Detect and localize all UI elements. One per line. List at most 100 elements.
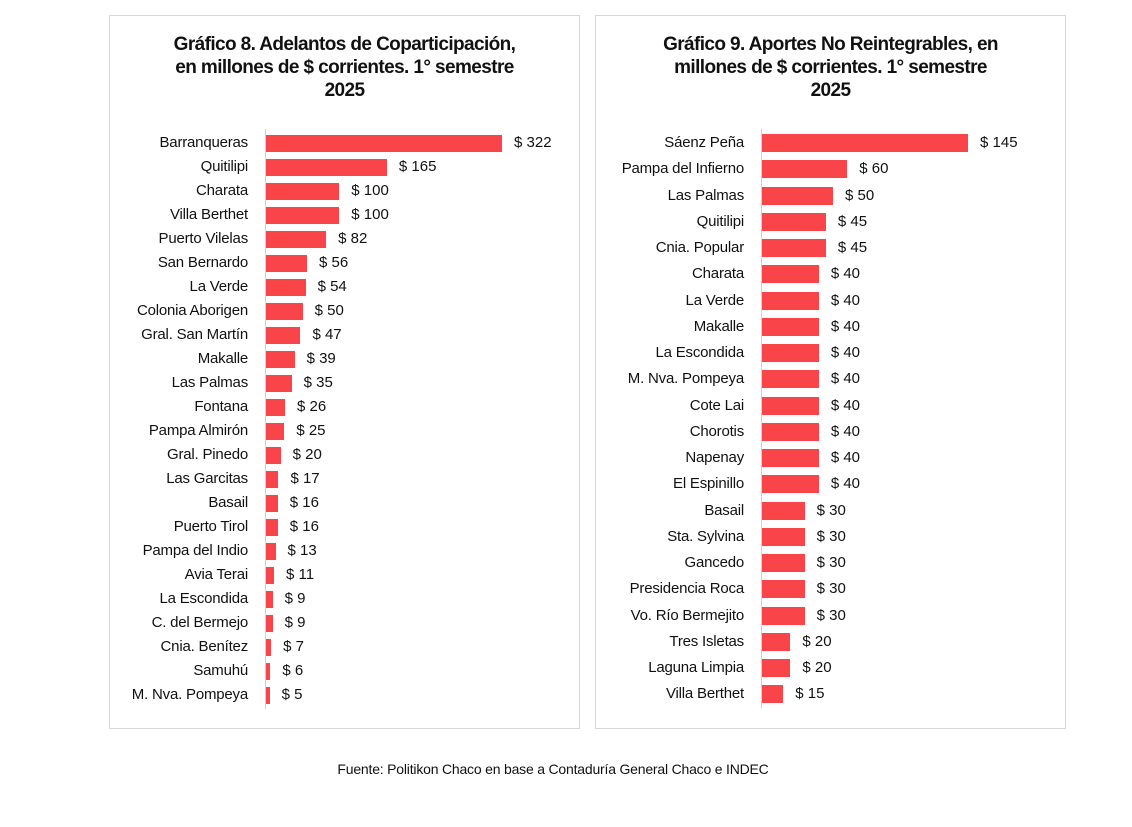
data-label: $ 100 — [351, 206, 389, 223]
bar — [762, 685, 784, 704]
category-label: Villa Berthet — [665, 685, 744, 703]
category-label: San Bernardo — [157, 254, 248, 271]
bar — [266, 566, 275, 584]
bar — [762, 501, 805, 520]
category-label: Puerto Vilelas — [158, 230, 249, 247]
bar — [266, 350, 295, 368]
category-label: Barranqueras — [159, 134, 249, 151]
data-label: $ 20 — [802, 632, 832, 650]
data-label: $ 50 — [314, 302, 344, 319]
data-label: $ 9 — [284, 614, 306, 631]
bar — [762, 186, 834, 205]
chart-panel-aportes: Gráfico 9. Aportes No Reintegrables, en … — [595, 15, 1066, 729]
data-label: $ 40 — [830, 291, 861, 309]
data-label: $ 40 — [830, 475, 861, 493]
data-label: $ 100 — [351, 182, 389, 199]
data-label: $ 40 — [830, 265, 861, 283]
bar — [266, 326, 301, 344]
title-line: en millones de $ corrientes. 1° semestre — [175, 57, 514, 78]
bar — [762, 344, 819, 362]
chart-title: Gráfico 9. Aportes No Reintegrables, en … — [596, 33, 1065, 102]
bar — [266, 614, 273, 632]
category-label: Charata — [196, 182, 248, 199]
title-line: 2025 — [324, 80, 365, 101]
category-label: Cnia. Popular — [655, 239, 744, 256]
bar — [266, 542, 276, 560]
data-label: $ 40 — [830, 422, 861, 440]
bar — [762, 659, 791, 677]
category-label: Tres Isletas — [669, 632, 744, 650]
bar — [762, 370, 819, 389]
bar — [266, 398, 286, 416]
bar — [266, 134, 502, 152]
bar — [762, 527, 805, 546]
category-axis — [265, 129, 266, 709]
data-label: $ 20 — [802, 659, 832, 676]
data-label: $ 54 — [317, 278, 347, 295]
data-label: $ 9 — [284, 590, 306, 607]
data-label: $ 13 — [287, 542, 317, 559]
title-line: 2025 — [810, 80, 851, 101]
bar — [266, 662, 271, 680]
category-label: Makalle — [197, 350, 248, 367]
bar — [266, 230, 327, 248]
category-label: La Escondida — [159, 590, 248, 607]
data-label: $ 40 — [830, 370, 861, 388]
data-label: $ 20 — [292, 446, 322, 463]
bar — [266, 158, 387, 176]
category-label: Pampa Almirón — [148, 422, 248, 439]
category-label: La Escondida — [655, 344, 744, 361]
data-label: $ 145 — [980, 134, 1018, 151]
bar — [762, 317, 819, 336]
category-label: Samuhú — [193, 662, 248, 679]
bar — [266, 638, 272, 656]
bar — [762, 580, 805, 599]
source-note: Fuente: Politikon Chaco en base a Contad… — [337, 761, 769, 777]
category-label: Basail — [208, 494, 248, 511]
category-label: Puerto Tirol — [173, 518, 249, 535]
bar — [266, 590, 273, 608]
category-label: El Espinillo — [673, 475, 744, 493]
bar — [762, 265, 819, 284]
bar — [762, 449, 819, 467]
data-label: $ 40 — [830, 344, 861, 361]
data-label: $ 16 — [289, 494, 319, 511]
category-label: Las Palmas — [667, 186, 745, 204]
chart-title: Gráfico 8. Adelantos de Coparticipación,… — [110, 33, 579, 102]
category-label: Villa Berthet — [169, 206, 248, 223]
data-label: $ 16 — [289, 518, 319, 535]
category-label: Charata — [692, 265, 744, 283]
data-label: $ 11 — [286, 566, 315, 583]
data-label: $ 322 — [514, 134, 552, 151]
title-line: Gráfico 8. Adelantos de Coparticipación, — [173, 34, 516, 55]
category-axis — [761, 129, 762, 709]
title-line: Gráfico 9. Aportes No Reintegrables, en — [663, 34, 998, 55]
bar — [266, 374, 292, 392]
category-label: Gral. San Martín — [141, 326, 248, 343]
category-label: Chorotis — [689, 422, 744, 440]
data-label: $ 165 — [398, 158, 437, 175]
bar — [762, 291, 819, 310]
category-label: Sta. Sylvina — [667, 527, 744, 545]
bar — [762, 212, 826, 231]
bar — [266, 470, 279, 488]
data-label: $ 30 — [816, 580, 846, 598]
category-label: Presidencia Roca — [629, 580, 745, 598]
category-label: Laguna Limpia — [648, 659, 744, 676]
bar — [266, 182, 340, 200]
data-label: $ 50 — [845, 186, 875, 204]
category-label: Las Garcitas — [166, 470, 248, 487]
data-label: $ 47 — [312, 326, 342, 343]
category-label: Quitilipi — [200, 158, 249, 175]
category-label: Gancedo — [684, 554, 745, 571]
category-label: Pampa del Indio — [142, 542, 249, 559]
data-label: $ 45 — [837, 212, 868, 230]
bar — [266, 518, 278, 536]
category-label: Gral. Pinedo — [167, 446, 248, 463]
data-label: $ 5 — [281, 686, 303, 703]
category-label: Pampa del Infierno — [621, 160, 745, 178]
category-label: Colonia Aborigen — [136, 302, 248, 319]
bar — [266, 446, 281, 464]
bar — [762, 632, 791, 651]
data-label: $ 15 — [795, 685, 825, 703]
